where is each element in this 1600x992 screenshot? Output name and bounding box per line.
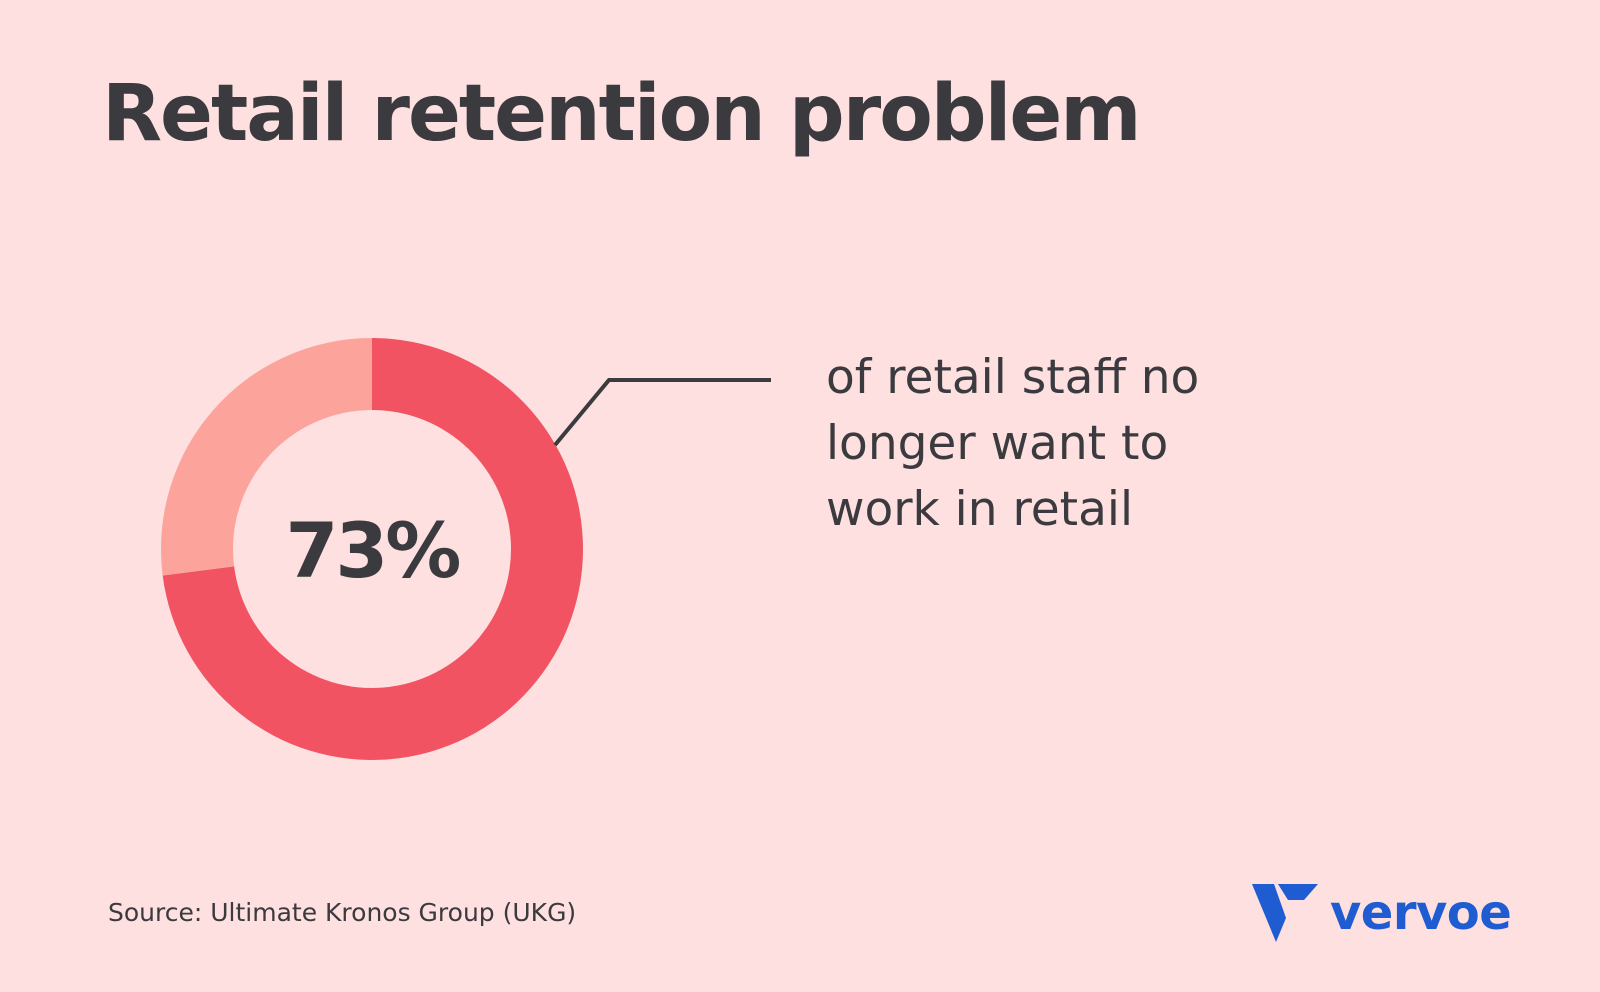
donut-center-label: 73% bbox=[286, 506, 460, 595]
donut-slice-0 bbox=[162, 338, 583, 760]
callout-leader-line bbox=[553, 378, 771, 447]
vervoe-v-icon bbox=[1252, 884, 1318, 942]
callout-text: of retail staff no longer want to work i… bbox=[826, 345, 1346, 543]
page-title: Retail retention problem bbox=[102, 69, 1142, 159]
donut-slice-1 bbox=[161, 338, 372, 576]
callout-line: of retail staff no bbox=[826, 350, 1200, 405]
logo-wordmark: vervoe bbox=[1330, 885, 1512, 941]
source-note: Source: Ultimate Kronos Group (UKG) bbox=[108, 898, 577, 927]
callout-line: longer want to bbox=[826, 416, 1169, 471]
callout-line: work in retail bbox=[826, 482, 1134, 537]
vervoe-logo: vervoe bbox=[1252, 884, 1512, 942]
